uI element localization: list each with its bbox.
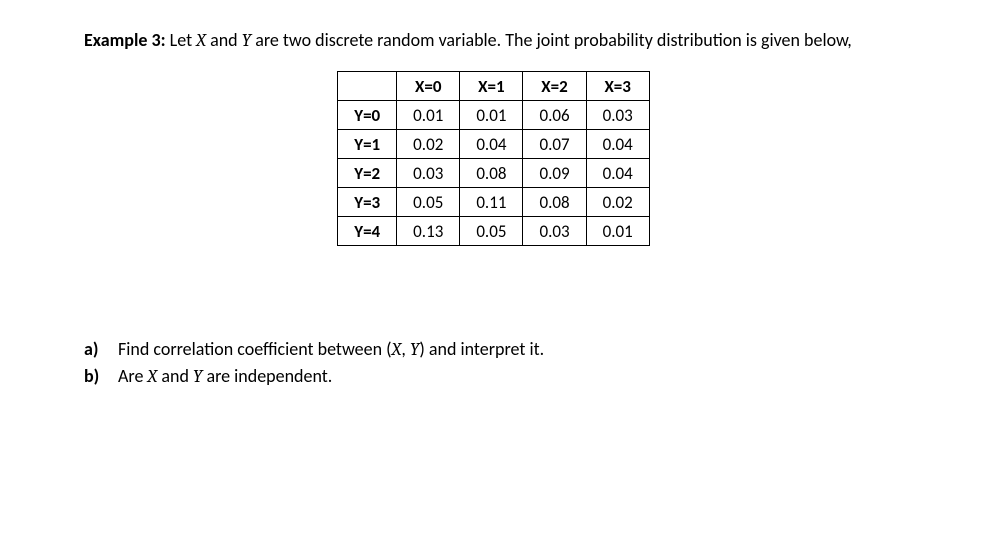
qb-mid: and (157, 365, 193, 387)
table-header-row: X=0 X=1 X=2 X=3 (338, 72, 649, 101)
qa-y: Y (410, 339, 419, 360)
joint-probability-table: X=0 X=1 X=2 X=3 Y=0 0.01 0.01 0.06 0.03 … (337, 71, 649, 246)
col-header: X=0 (397, 72, 460, 101)
question-b-label: b) (84, 363, 118, 390)
table-container: X=0 X=1 X=2 X=3 Y=0 0.01 0.01 0.06 0.03 … (84, 71, 903, 246)
table-row: Y=4 0.13 0.05 0.03 0.01 (338, 217, 649, 246)
qb-text-2: are independent. (202, 365, 332, 387)
row-header: Y=4 (338, 217, 397, 246)
page-content: Example 3: Let X and Y are two discrete … (0, 0, 987, 390)
col-header: X=1 (460, 72, 523, 101)
qb-x: X (147, 366, 157, 387)
table-row: Y=0 0.01 0.01 0.06 0.03 (338, 101, 649, 130)
cell: 0.03 (397, 159, 460, 188)
qa-x: X (392, 339, 402, 360)
col-header: X=3 (586, 72, 649, 101)
cell: 0.08 (460, 159, 523, 188)
cell: 0.03 (586, 101, 649, 130)
cell: 0.08 (523, 188, 586, 217)
cell: 0.02 (586, 188, 649, 217)
cell: 0.09 (523, 159, 586, 188)
question-b: b) Are X and Y are independent. (84, 363, 903, 390)
question-a: a) Find correlation coefficient between … (84, 336, 903, 363)
cell: 0.01 (397, 101, 460, 130)
questions-block: a) Find correlation coefficient between … (84, 336, 903, 390)
qa-comma: , (401, 338, 410, 360)
cell: 0.06 (523, 101, 586, 130)
cell: 0.04 (586, 130, 649, 159)
table-row: Y=1 0.02 0.04 0.07 0.04 (338, 130, 649, 159)
qa-text-1: Find correlation coefficient between ( (118, 338, 392, 360)
intro-text-2: and (206, 29, 242, 51)
cell: 0.01 (586, 217, 649, 246)
qb-text-1: Are (118, 365, 147, 387)
cell: 0.13 (397, 217, 460, 246)
cell: 0.07 (523, 130, 586, 159)
question-b-text: Are X and Y are independent. (118, 363, 903, 390)
table-row: Y=3 0.05 0.11 0.08 0.02 (338, 188, 649, 217)
example-intro: Example 3: Let X and Y are two discrete … (84, 28, 903, 53)
qa-text-2: ) and interpret it. (419, 338, 544, 360)
var-x: X (196, 30, 206, 51)
row-header: Y=2 (338, 159, 397, 188)
cell: 0.04 (460, 130, 523, 159)
example-label: Example 3: (84, 29, 166, 51)
qb-y: Y (193, 366, 202, 387)
row-header: Y=3 (338, 188, 397, 217)
cell: 0.05 (460, 217, 523, 246)
cell: 0.05 (397, 188, 460, 217)
cell: 0.04 (586, 159, 649, 188)
cell: 0.02 (397, 130, 460, 159)
cell: 0.03 (523, 217, 586, 246)
row-header: Y=0 (338, 101, 397, 130)
table-corner-cell (338, 72, 397, 101)
col-header: X=2 (523, 72, 586, 101)
cell: 0.01 (460, 101, 523, 130)
question-a-text: Find correlation coefficient between (X,… (118, 336, 903, 363)
table-row: Y=2 0.03 0.08 0.09 0.04 (338, 159, 649, 188)
intro-text-3: are two discrete random variable. The jo… (251, 29, 852, 51)
intro-text-1: Let (166, 29, 197, 51)
cell: 0.11 (460, 188, 523, 217)
row-header: Y=1 (338, 130, 397, 159)
var-y: Y (242, 30, 251, 51)
question-a-label: a) (84, 336, 118, 363)
